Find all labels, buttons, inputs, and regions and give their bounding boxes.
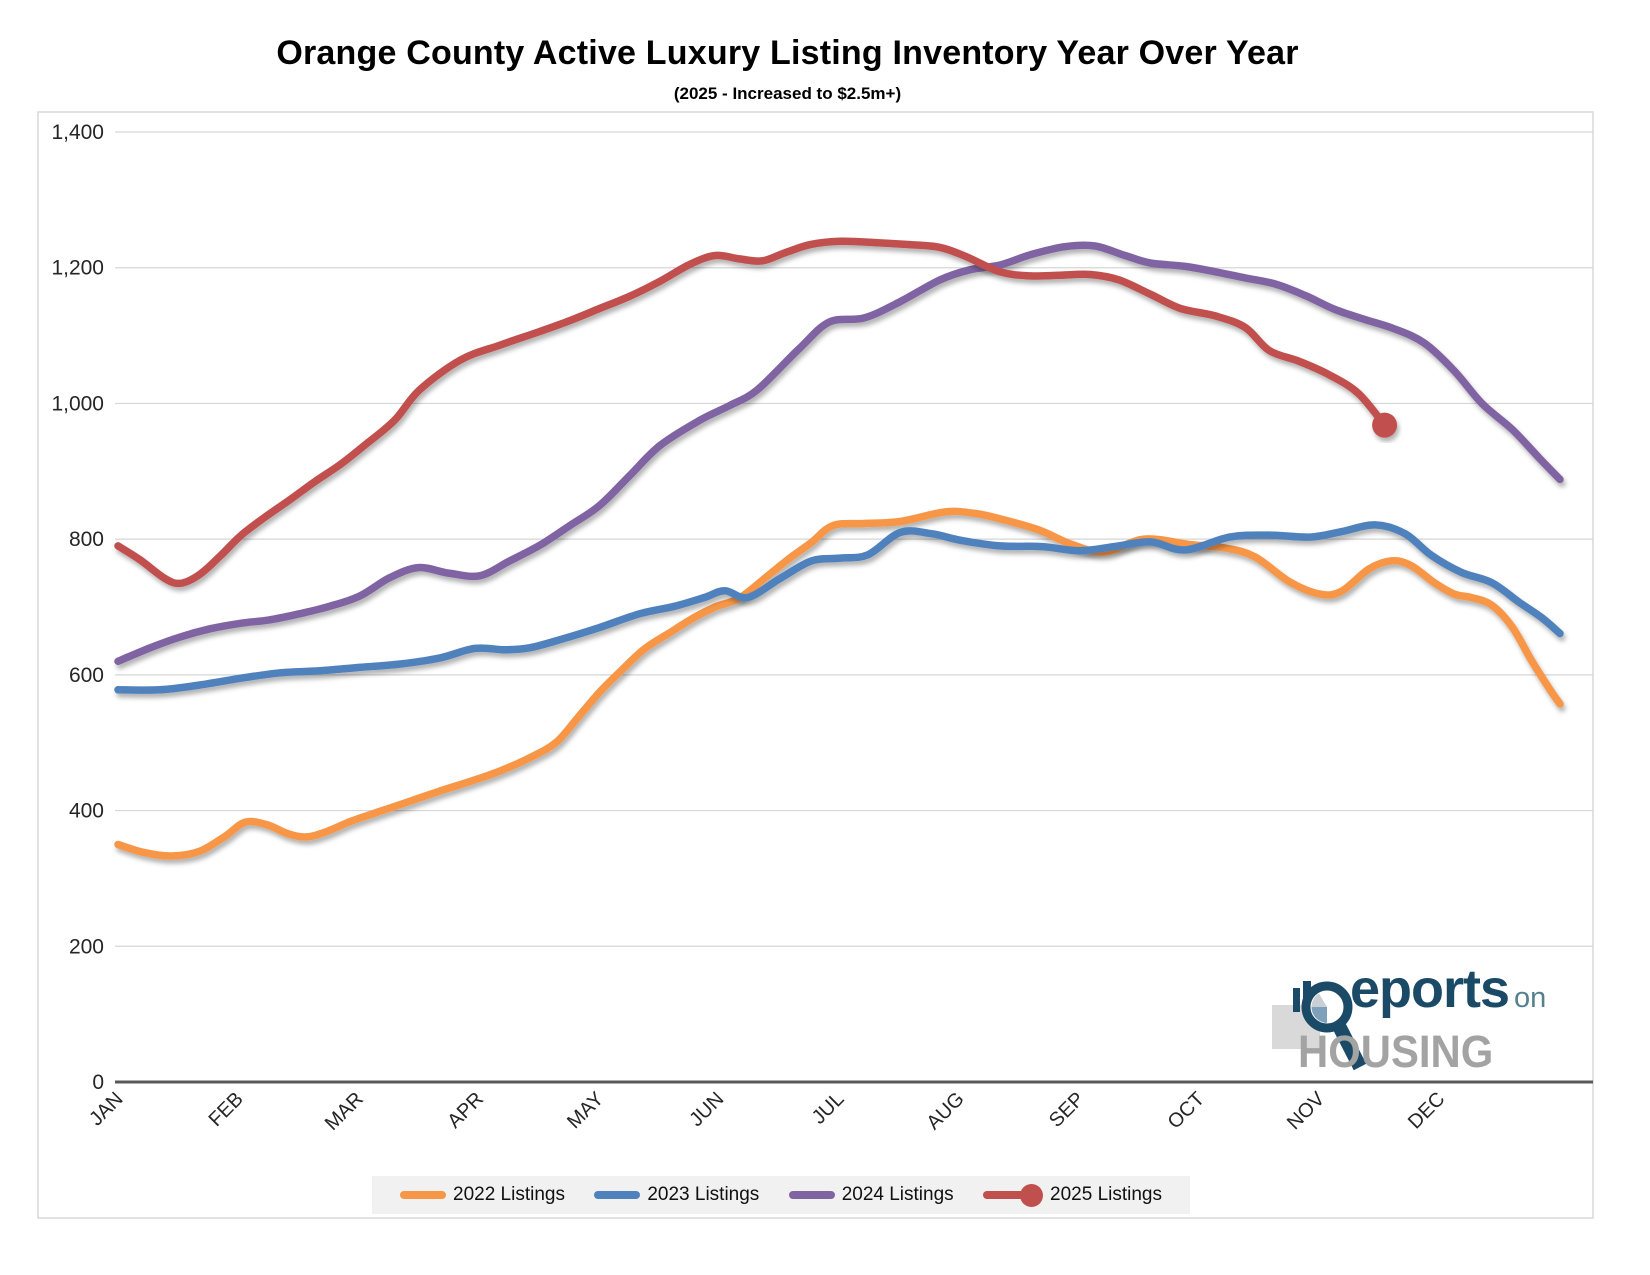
magnifier-pie-chart-icon [1272,981,1367,1071]
series-line-2022 [114,507,1564,860]
legend-swatch-2025-icon [983,1191,1030,1199]
legend-label-2023: 2023 Listings [647,1184,760,1205]
x-tick-label-sep: SEP [1045,1088,1089,1132]
x-tick-label-aug: AUG [923,1088,969,1134]
x-tick-label-jan: JAN [85,1088,127,1130]
x-tick-label-mar: MAR [321,1088,368,1135]
y-tick-label-1400: 1,400 [51,121,104,144]
y-tick-label-200: 200 [69,935,104,958]
series-line-2023 [114,521,1564,694]
plot-area-border [37,111,1594,1219]
series-line-2025 [114,237,1389,588]
page-title: Orange County Active Luxury Listing Inve… [276,34,1299,72]
x-tick-label-jul: JUL [808,1088,849,1129]
legend-2025-marker-dot-icon [1020,1183,1044,1207]
legend-item-2025: 2025 Listings [983,1183,1162,1207]
legend-swatch-2024-icon [788,1191,835,1199]
x-tick-label-feb: FEB [205,1088,248,1131]
legend-item-2023: 2023 Listings [594,1184,759,1206]
legend-item-2024: 2024 Listings [788,1184,954,1206]
x-tick-label-nov: NOV [1283,1088,1330,1135]
reports-on-housing-logo: eports on HOUSING [1270,950,1546,1080]
logo-on-text: on [1514,982,1547,1014]
legend-label-2025: 2025 Listings [1050,1184,1162,1205]
logo-housing-text: HOUSING [1298,1026,1494,1077]
chart-subtitle: (2025 - Increased to $2.5m+) [673,84,902,103]
y-tick-label-1200: 1,200 [51,257,104,280]
y-tick-label-600: 600 [69,664,104,687]
y-tick-label-1000: 1,000 [51,392,104,415]
x-tick-label-jun: JUN [685,1088,728,1131]
y-tick-label-0: 0 [92,1071,104,1094]
chart-legend: 2022 Listings 2023 Listings 2024 Listing… [372,1176,1190,1214]
legend-swatch-2022-icon [400,1191,446,1199]
legend-item-2022: 2022 Listings [400,1184,565,1206]
legend-swatch-2023-icon [594,1191,641,1199]
series-end-dot-2025 [1372,412,1398,438]
x-tick-label-may: MAY [563,1088,608,1133]
y-tick-label-400: 400 [69,800,104,823]
x-tick-label-oct: OCT [1164,1088,1209,1133]
logo-reports-text: eports on [1350,959,1547,1019]
x-tick-label-dec: DEC [1404,1088,1449,1133]
series-line-2024 [114,241,1564,666]
legend-label-2022: 2022 Listings [453,1184,565,1205]
x-tick-label-apr: APR [443,1088,488,1133]
legend-label-2024: 2024 Listings [841,1184,954,1205]
y-tick-label-800: 800 [69,528,104,551]
